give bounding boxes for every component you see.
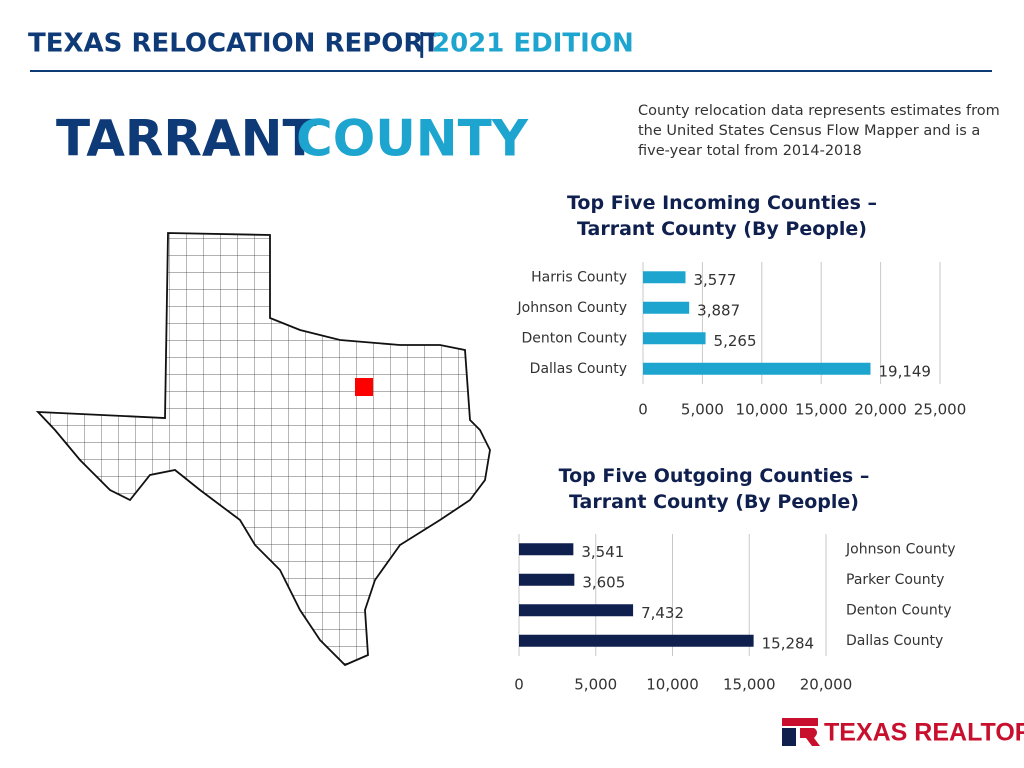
header-edition: 2021 EDITION xyxy=(432,29,634,59)
logo-text: TEXAS REALTORS xyxy=(824,719,1024,747)
y-tick-label: Denton County xyxy=(846,602,952,618)
chart-title: Top Five Incoming Counties – Tarrant Cou… xyxy=(566,192,877,240)
value-label: 7,432 xyxy=(641,604,684,622)
y-tick-label: Harris County xyxy=(531,269,627,285)
bar xyxy=(643,271,686,284)
y-tick-label: Dallas County xyxy=(846,633,943,649)
y-tick-label: Johnson County xyxy=(845,541,955,557)
y-tick-label: Denton County xyxy=(521,330,627,346)
tarrant-highlight xyxy=(355,378,373,396)
bar xyxy=(519,543,574,556)
value-label: 3,887 xyxy=(697,301,740,319)
chart-title: Top Five Outgoing Counties – Tarrant Cou… xyxy=(558,465,870,513)
y-tick-label: Parker County xyxy=(846,572,944,588)
y-tick-label: Dallas County xyxy=(530,361,627,377)
x-tick-label: 5,000 xyxy=(681,401,724,419)
x-tick-label: 20,000 xyxy=(854,401,907,419)
x-tick-label: 10,000 xyxy=(646,676,699,694)
value-label: 19,149 xyxy=(878,362,931,380)
header-separator: | xyxy=(417,29,427,59)
bar xyxy=(643,362,871,375)
bar xyxy=(643,301,690,314)
county-name: TARRANT xyxy=(56,110,317,168)
x-tick-label: 5,000 xyxy=(574,676,617,694)
value-label: 3,577 xyxy=(693,271,736,289)
value-label: 3,605 xyxy=(582,573,625,591)
value-label: 3,541 xyxy=(581,543,624,561)
x-tick-label: 25,000 xyxy=(914,401,967,419)
header-title: TEXAS RELOCATION REPORT xyxy=(28,29,440,59)
county-word: COUNTY xyxy=(296,110,529,168)
bar xyxy=(519,604,634,617)
y-tick-label: Johnson County xyxy=(517,300,627,316)
bar xyxy=(519,634,754,647)
x-tick-label: 15,000 xyxy=(723,676,776,694)
x-tick-label: 20,000 xyxy=(800,676,853,694)
x-tick-label: 15,000 xyxy=(795,401,848,419)
texas-map xyxy=(35,232,491,667)
bar xyxy=(643,332,706,345)
note: County relocation data represents estima… xyxy=(638,103,1000,159)
x-tick-label: 10,000 xyxy=(736,401,789,419)
logo: TEXAS REALTORS xyxy=(782,718,1024,747)
x-tick-label: 0 xyxy=(638,401,648,419)
bar xyxy=(519,573,575,586)
value-label: 15,284 xyxy=(762,634,815,652)
x-tick-label: 0 xyxy=(514,676,524,694)
value-label: 5,265 xyxy=(714,332,757,350)
